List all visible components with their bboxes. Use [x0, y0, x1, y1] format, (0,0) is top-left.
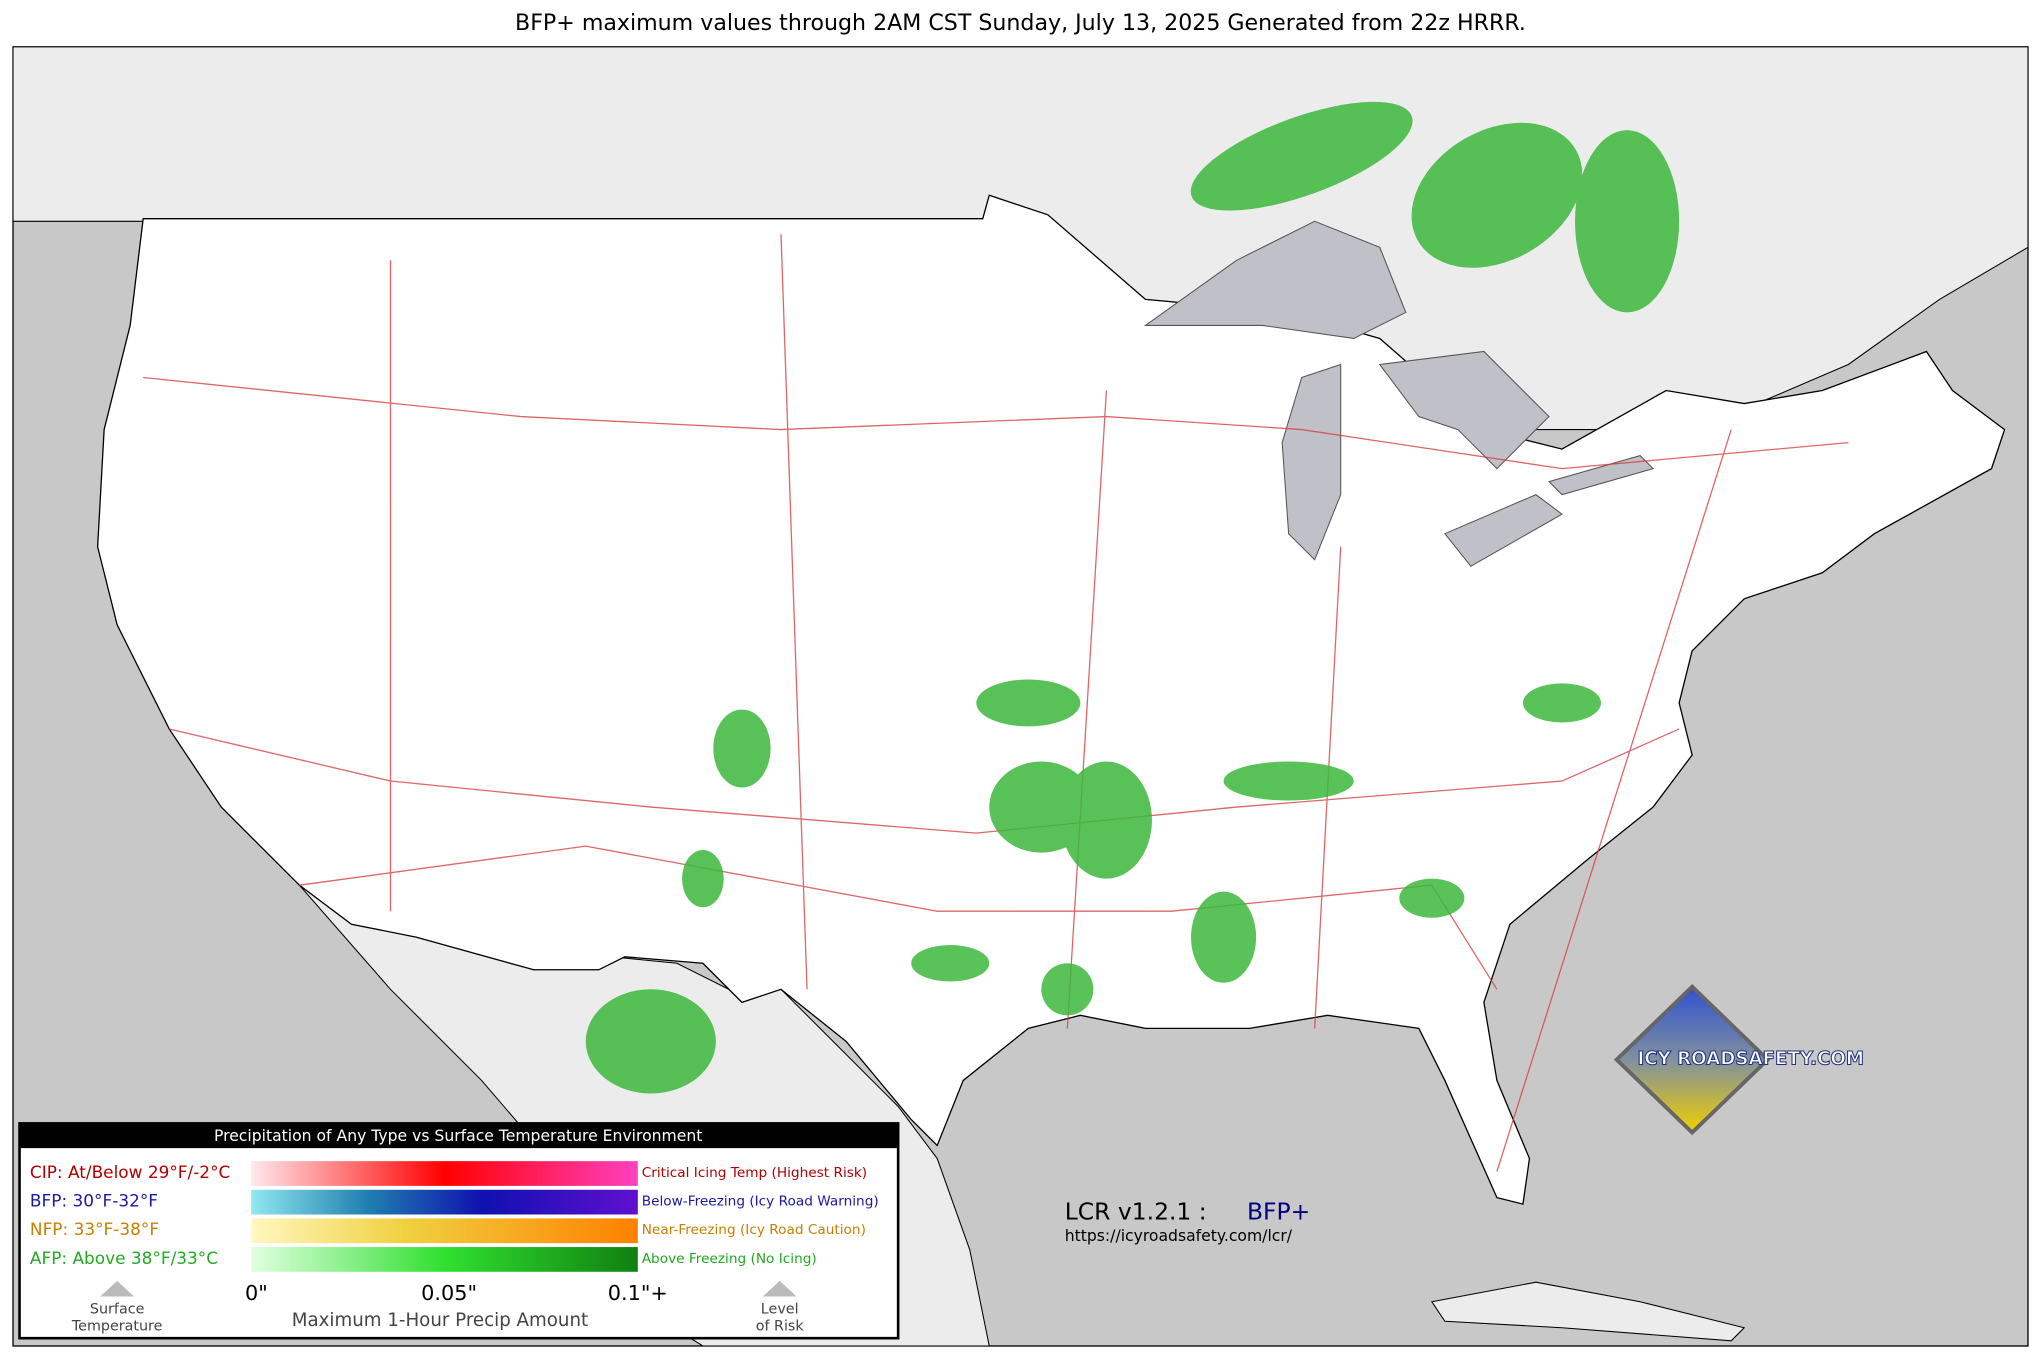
- url: https://icyroadsafety.com/lcr/: [1065, 1227, 1293, 1245]
- logo-text: ICY ROADSAFETY.COM: [1637, 1049, 1864, 1070]
- legend-label: BFP: 30°F-32°F: [30, 1190, 158, 1210]
- arrow-icon: [100, 1280, 135, 1297]
- left-note: Temperature: [71, 1318, 163, 1334]
- color-bar: [251, 1247, 638, 1272]
- legend-description: Above Freezing (No Icing): [642, 1251, 817, 1267]
- great-lakes: [1143, 220, 1655, 567]
- logo: ICY ROADSAFETY.COM: [1613, 983, 1865, 1136]
- precipitation: [585, 101, 1680, 1094]
- legend-label: AFP: Above 38°F/33°C: [30, 1248, 218, 1268]
- right-note: Level: [761, 1302, 799, 1318]
- color-bar: [251, 1218, 638, 1244]
- color-bar: [251, 1189, 638, 1215]
- highways: [143, 234, 1849, 1172]
- scale-label: 0": [245, 1281, 268, 1305]
- scale-title: Maximum 1-Hour Precip Amount: [292, 1310, 588, 1331]
- legend-label: CIP: At/Below 29°F/-2°C: [30, 1162, 230, 1182]
- scale-label: 0.05": [421, 1281, 477, 1305]
- legend-label: NFP: 33°F-38°F: [30, 1219, 159, 1239]
- right-note: of Risk: [756, 1318, 805, 1334]
- version: LCR v1.2.1 :: [1065, 1198, 1207, 1226]
- left-note: Surface: [90, 1302, 145, 1318]
- legend: Precipitation of Any Type vs Surface Tem…: [18, 1122, 900, 1340]
- legend-description: Critical Icing Temp (Highest Risk): [642, 1165, 867, 1181]
- arrow-icon: [762, 1280, 797, 1297]
- scale-label: 0.1"+: [608, 1281, 668, 1305]
- legend-title: Precipitation of Any Type vs Surface Tem…: [214, 1127, 702, 1145]
- title: BFP+ maximum values through 2AM CST Sund…: [515, 10, 1526, 36]
- legend-description: Near-Freezing (Icy Road Caution): [642, 1222, 866, 1238]
- legend-description: Below-Freezing (Icy Road Warning): [642, 1193, 879, 1209]
- product: BFP+: [1247, 1198, 1310, 1226]
- color-bar: [251, 1161, 638, 1186]
- cuba: [1430, 1281, 1746, 1342]
